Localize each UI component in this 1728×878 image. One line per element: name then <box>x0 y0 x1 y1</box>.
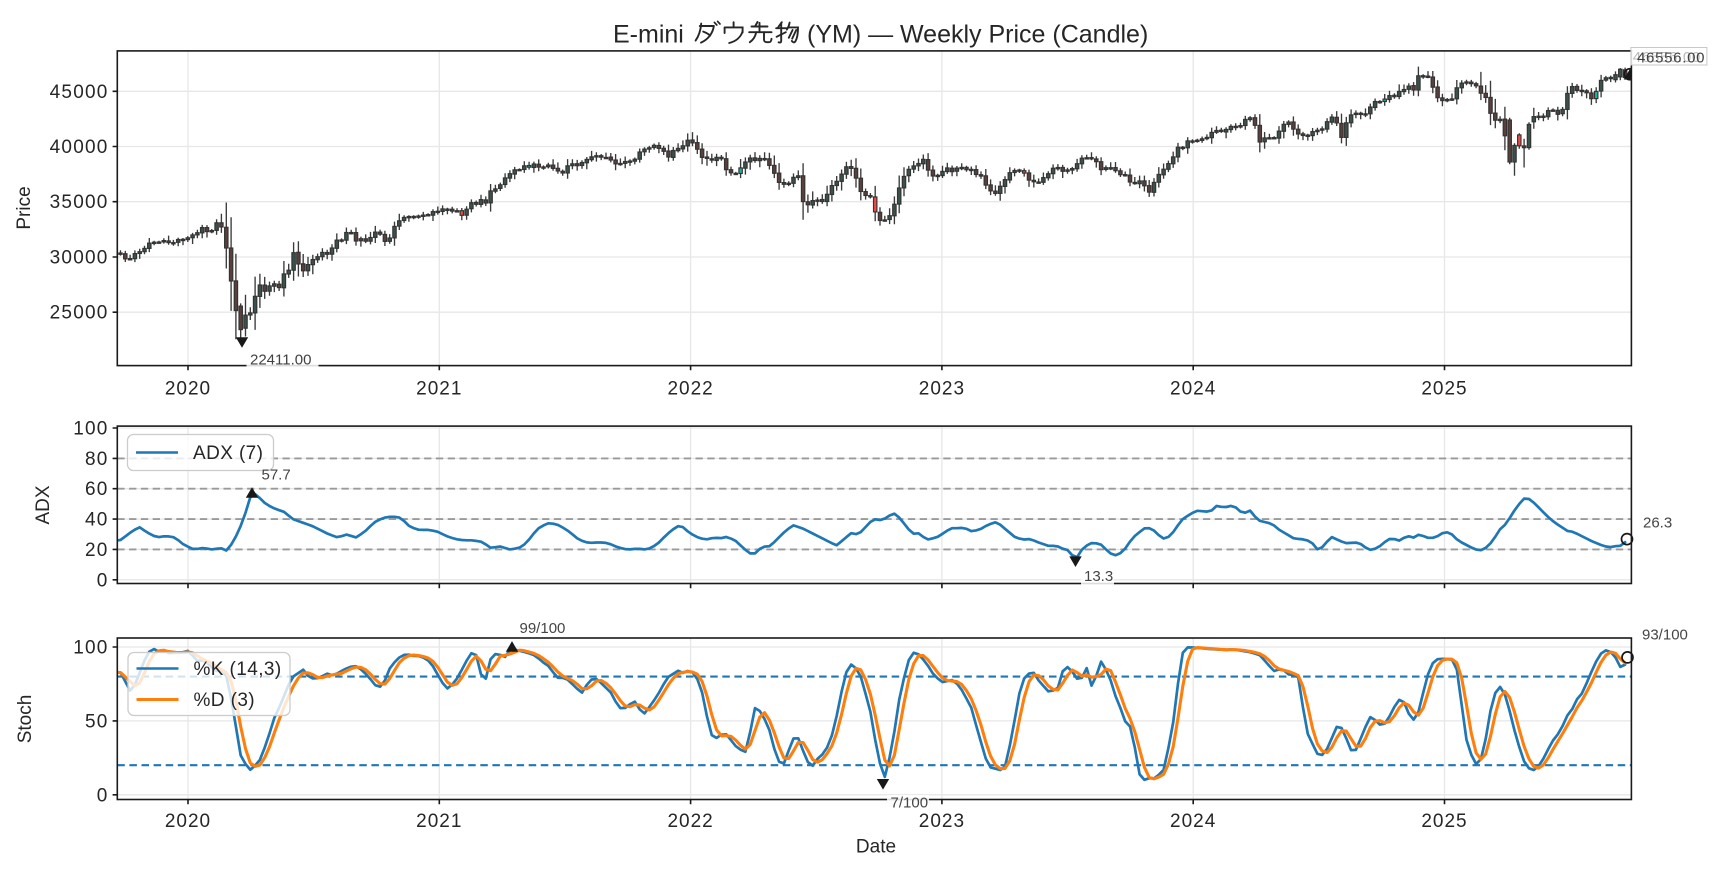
svg-text:46556.00: 46556.00 <box>1637 50 1705 67</box>
svg-text:57.7: 57.7 <box>262 467 291 484</box>
svg-text:2023: 2023 <box>919 811 965 832</box>
svg-text:2022: 2022 <box>667 379 713 400</box>
svg-text:100: 100 <box>73 638 108 659</box>
svg-text:93/100: 93/100 <box>1642 627 1688 644</box>
svg-text:35000: 35000 <box>50 192 109 213</box>
svg-text:2020: 2020 <box>165 379 211 400</box>
svg-text:7/100: 7/100 <box>891 795 929 812</box>
svg-text:E-mini: E-mini <box>613 21 684 49</box>
svg-text:80: 80 <box>85 449 109 470</box>
svg-text:2022: 2022 <box>667 811 713 832</box>
svg-text:ADX (7): ADX (7) <box>193 443 263 464</box>
svg-text:0: 0 <box>97 570 109 591</box>
svg-text:%D (3): %D (3) <box>194 690 256 711</box>
svg-text:2025: 2025 <box>1421 811 1467 832</box>
svg-text:0: 0 <box>97 785 109 806</box>
svg-text:30000: 30000 <box>50 248 109 269</box>
svg-text:25000: 25000 <box>50 303 109 324</box>
svg-text:ADX: ADX <box>33 485 54 524</box>
svg-text:2020: 2020 <box>165 811 211 832</box>
svg-text:2021: 2021 <box>416 379 462 400</box>
svg-text:2023: 2023 <box>919 379 965 400</box>
svg-text:Date: Date <box>856 837 896 858</box>
svg-text:40: 40 <box>85 510 109 531</box>
svg-text:60: 60 <box>85 479 109 500</box>
svg-text:40000: 40000 <box>50 137 109 158</box>
svg-text:2025: 2025 <box>1421 379 1467 400</box>
svg-text:99/100: 99/100 <box>520 620 566 637</box>
svg-text:100: 100 <box>73 419 108 440</box>
svg-text:20: 20 <box>85 540 109 561</box>
svg-text:26.3: 26.3 <box>1643 515 1672 532</box>
svg-text:50: 50 <box>85 711 109 732</box>
svg-text:46556.00: 46556.00 <box>1633 49 1701 66</box>
svg-text:45000: 45000 <box>50 82 109 103</box>
svg-text:22411.00: 22411.00 <box>250 352 311 369</box>
svg-text:(YM) — Weekly Price (Candle): (YM) — Weekly Price (Candle) <box>807 21 1148 49</box>
svg-text:2024: 2024 <box>1170 379 1216 400</box>
svg-text:13.3: 13.3 <box>1084 568 1113 585</box>
svg-text:%K (14,3): %K (14,3) <box>194 659 282 680</box>
svg-text:Stoch: Stoch <box>15 695 36 744</box>
svg-text:2024: 2024 <box>1170 811 1216 832</box>
svg-text:Price: Price <box>14 186 35 229</box>
svg-text:2021: 2021 <box>416 811 462 832</box>
